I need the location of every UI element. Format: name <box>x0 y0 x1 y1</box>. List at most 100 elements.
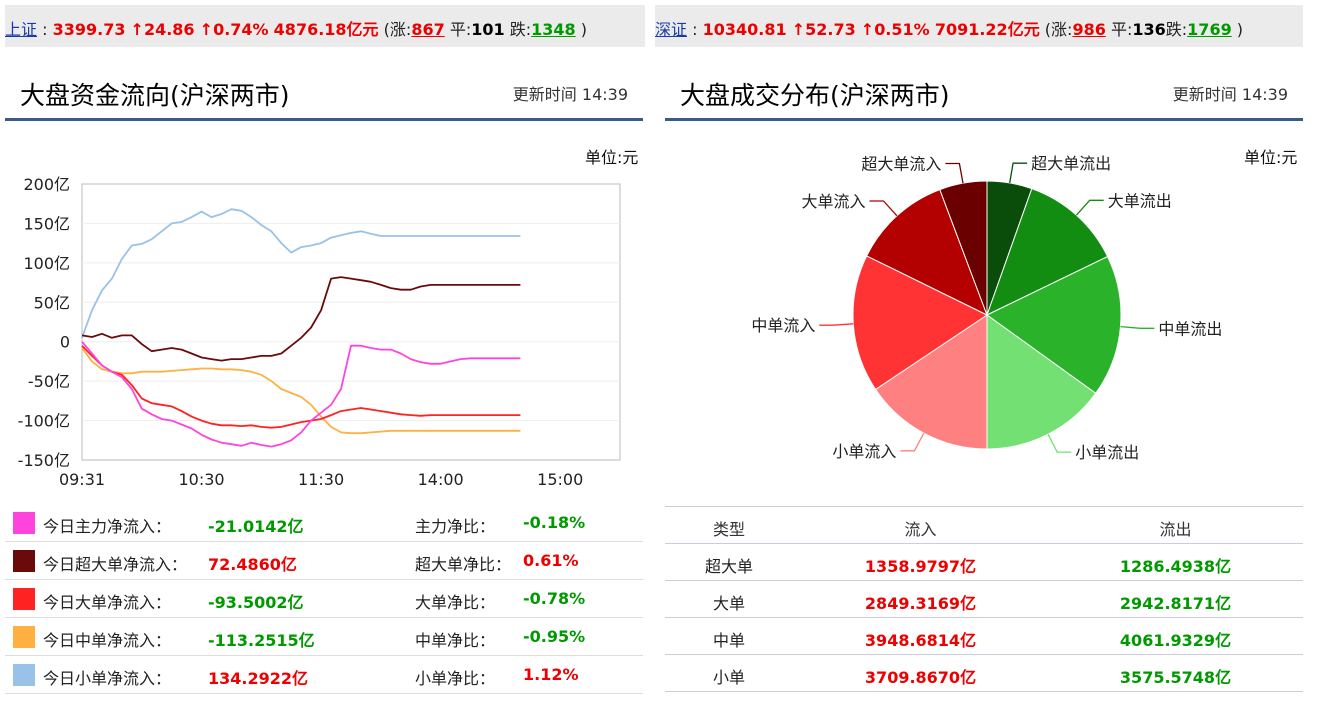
pie-leader-line <box>1047 434 1072 453</box>
fund-flow-header: 大盘资金流向(沪深两市) 更新时间 14:39 <box>5 70 643 121</box>
shenzhen-percent: ↑0.51% <box>860 20 930 39</box>
legend-row-super: 今日超大单净流入： 72.4860亿 超大单净比： 0.61% <box>5 542 643 580</box>
row-outflow: 3575.5748亿 <box>1119 668 1232 687</box>
y-tick-label: 50亿 <box>34 293 70 312</box>
fund-flow-title: 大盘资金流向(沪深两市) <box>20 81 290 110</box>
legend-value: -113.2515亿 <box>208 631 315 650</box>
volume-distribution-update-time: 更新时间 14:39 <box>1172 85 1288 104</box>
small-color-swatch <box>13 664 35 686</box>
pie-slice <box>874 314 988 450</box>
legend-ratio-label: 小单净比： <box>415 669 496 688</box>
shenzhen-down-label: 跌: <box>1165 20 1188 39</box>
series-line-medium <box>81 347 521 435</box>
pie-leader-line <box>869 200 898 217</box>
table-header: 类型 流入 流出 <box>665 507 1303 544</box>
shanghai-change: ↑24.86 <box>130 20 195 39</box>
shanghai-index-link[interactable]: 上证 <box>5 20 38 39</box>
y-tick-label: 0 <box>60 333 70 352</box>
volume-distribution-title: 大盘成交分布(沪深两市) <box>680 81 950 110</box>
fund-flow-legend: 今日主力净流入： -21.0142亿 主力净比： -0.18% 今日超大单净流入… <box>5 504 643 694</box>
legend-row-small: 今日小单净流入： 134.2922亿 小单净比： 1.12% <box>5 656 643 694</box>
legend-ratio: -0.18% <box>523 513 586 532</box>
pie-slice <box>986 255 1122 394</box>
shanghai-up-label: 涨: <box>389 20 412 39</box>
legend-label: 今日主力净流入： <box>43 517 172 536</box>
y-tick-label: 100亿 <box>23 254 70 273</box>
legend-value: -21.0142亿 <box>208 517 304 536</box>
main-color-swatch <box>13 512 35 534</box>
pie-slice <box>866 188 988 317</box>
shanghai-ticker: 上证 : 3399.73 ↑24.86 ↑0.74% 4876.18亿元 (涨:… <box>5 5 645 47</box>
medium-color-swatch <box>13 626 35 648</box>
row-outflow: 2942.8171亿 <box>1119 594 1232 613</box>
y-tick-label: -100亿 <box>18 412 70 431</box>
table-row: 中单 3948.6814亿 4061.9329亿 <box>665 618 1303 655</box>
header-type: 类型 <box>712 520 745 539</box>
shanghai-up-count[interactable]: 867 <box>411 20 445 39</box>
legend-ratio: 0.61% <box>523 551 579 570</box>
pie-label: 中单流入 <box>751 316 815 335</box>
row-inflow: 3948.6814亿 <box>864 631 977 650</box>
x-tick-label: 09:31 <box>59 470 105 489</box>
table-row: 超大单 1358.9797亿 1286.4938亿 <box>665 544 1303 581</box>
shanghai-flat-count: 101 <box>471 20 505 39</box>
shenzhen-price: 10340.81 <box>702 20 787 39</box>
shenzhen-amount: 7091.22亿元 <box>934 20 1040 39</box>
shenzhen-flat-count: 136 <box>1132 20 1166 39</box>
legend-label: 今日大单净流入： <box>43 593 172 612</box>
super-color-swatch <box>13 550 35 572</box>
legend-row-large: 今日大单净流入： -93.5002亿 大单净比： -0.78% <box>5 580 643 618</box>
legend-ratio: 1.12% <box>523 665 579 684</box>
shenzhen-up-count[interactable]: 986 <box>1072 20 1106 39</box>
header-inflow: 流入 <box>904 520 937 539</box>
shenzhen-down-count[interactable]: 1769 <box>1187 20 1232 39</box>
y-tick-label: 150亿 <box>23 214 70 233</box>
pie-label: 小单流入 <box>832 442 896 461</box>
x-tick-label: 10:30 <box>179 470 225 489</box>
pie-label: 小单流出 <box>1075 443 1139 462</box>
pie-label: 大单流出 <box>1108 191 1172 210</box>
pie-label: 中单流出 <box>1158 319 1222 338</box>
shanghai-down-label: 跌: <box>509 20 532 39</box>
legend-ratio-label: 主力净比： <box>415 517 496 536</box>
fund-flow-unit: 单位:元 <box>585 148 639 167</box>
x-tick-label: 11:30 <box>298 470 344 489</box>
pie-label: 大单流入 <box>801 192 865 211</box>
series-line-super <box>81 276 521 362</box>
shenzhen-up-label: 涨: <box>1051 20 1073 39</box>
volume-distribution-header: 大盘成交分布(沪深两市) 更新时间 14:39 <box>665 70 1303 121</box>
shanghai-percent: ↑0.74% <box>199 20 269 39</box>
header-outflow: 流出 <box>1159 520 1192 539</box>
table-row: 大单 2849.3169亿 2942.8171亿 <box>665 581 1303 618</box>
legend-value: 134.2922亿 <box>208 669 309 688</box>
y-tick-label: -150亿 <box>18 451 70 470</box>
shenzhen-ticker: 深证 : 10340.81 ↑52.73 ↑0.51% 7091.22亿元 (涨… <box>655 5 1303 47</box>
row-outflow: 4061.9329亿 <box>1119 631 1232 650</box>
volume-table: 类型 流入 流出 超大单 1358.9797亿 1286.4938亿 大单 28… <box>665 506 1303 692</box>
pie-label: 超大单流出 <box>1031 154 1111 173</box>
legend-ratio-label: 中单净比： <box>415 631 496 650</box>
legend-row-medium: 今日中单净流入： -113.2515亿 中单净比： -0.95% <box>5 618 643 656</box>
legend-label: 今日超大单净流入： <box>43 555 188 574</box>
pie-leader-line <box>1120 325 1155 329</box>
x-tick-label: 14:00 <box>418 470 464 489</box>
pie-slice <box>986 314 1097 450</box>
legend-value: 72.4860亿 <box>208 555 297 574</box>
shanghai-flat-label: 平: <box>449 20 472 39</box>
legend-value: -93.5002亿 <box>208 593 304 612</box>
legend-label: 今日小单净流入： <box>43 669 172 688</box>
shanghai-down-count[interactable]: 1348 <box>531 20 576 39</box>
volume-distribution-unit: 单位:元 <box>1244 148 1298 167</box>
y-tick-label: 200亿 <box>23 175 70 194</box>
row-type: 大单 <box>712 594 745 613</box>
pie-leader-line <box>1009 162 1028 184</box>
legend-row-main: 今日主力净流入： -21.0142亿 主力净比： -0.18% <box>5 504 643 542</box>
row-inflow: 2849.3169亿 <box>864 594 977 613</box>
row-type: 小单 <box>712 668 745 687</box>
row-type: 中单 <box>712 631 745 650</box>
shenzhen-index-link[interactable]: 深证 <box>655 20 688 39</box>
legend-ratio-label: 大单净比： <box>415 593 496 612</box>
shanghai-price: 3399.73 <box>52 20 126 39</box>
